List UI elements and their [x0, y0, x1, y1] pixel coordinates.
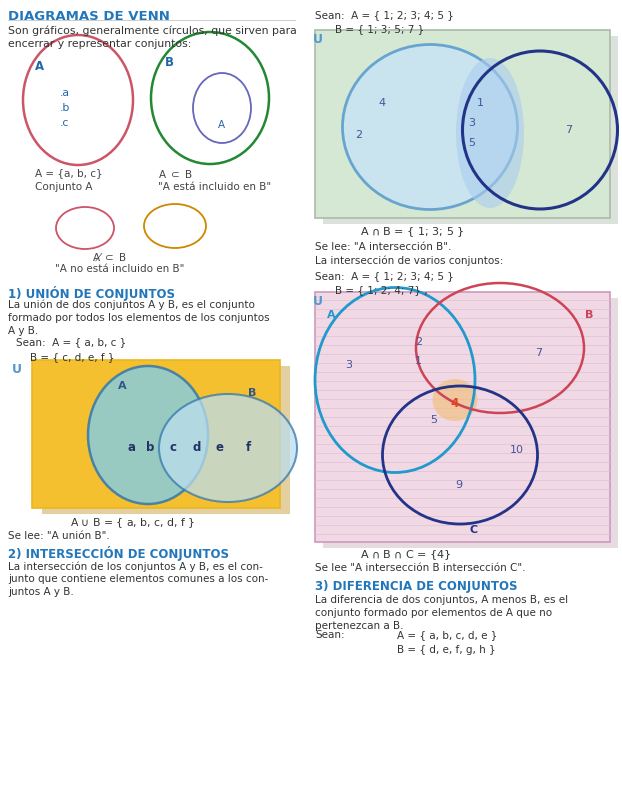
Text: 1: 1: [477, 98, 484, 108]
Text: Sean:  A = { a, b, c }: Sean: A = { a, b, c }: [16, 337, 126, 347]
Text: .c: .c: [60, 118, 70, 128]
Text: 2) INTERSECCIÓN DE CONJUNTOS: 2) INTERSECCIÓN DE CONJUNTOS: [8, 546, 229, 561]
Text: 9: 9: [455, 480, 462, 490]
Text: A $\cup$ B = { a, b, c, d, f }: A $\cup$ B = { a, b, c, d, f }: [70, 516, 195, 529]
Text: Son gráficos, generalmente círculos, que sirven para
encerrar y representar conj: Son gráficos, generalmente círculos, que…: [8, 26, 297, 49]
Text: La unión de dos conjuntos A y B, es el conjunto
formado por todos los elementos : La unión de dos conjuntos A y B, es el c…: [8, 300, 269, 336]
Text: 1: 1: [415, 356, 422, 366]
Text: A = { a, b, c, d, e }: A = { a, b, c, d, e }: [397, 630, 498, 640]
Text: 10: 10: [510, 445, 524, 455]
Text: DIAGRAMAS DE VENN: DIAGRAMAS DE VENN: [8, 10, 170, 23]
Text: 5: 5: [468, 138, 475, 148]
Text: c: c: [170, 441, 177, 454]
Text: B: B: [165, 56, 174, 69]
Text: B: B: [585, 310, 593, 320]
Text: Sean:: Sean:: [315, 630, 345, 640]
FancyBboxPatch shape: [32, 360, 280, 508]
Text: A $\cap$ B $\cap$ C = {4}: A $\cap$ B $\cap$ C = {4}: [360, 548, 452, 562]
Text: La intersección de varios conjuntos:: La intersección de varios conjuntos:: [315, 256, 503, 266]
Text: U: U: [12, 363, 22, 376]
Text: A: A: [35, 60, 44, 73]
Text: 4: 4: [450, 397, 458, 410]
FancyBboxPatch shape: [42, 366, 290, 514]
Ellipse shape: [159, 394, 297, 502]
Text: "A está incluido en B": "A está incluido en B": [158, 182, 271, 192]
Text: 7: 7: [565, 125, 572, 135]
Text: B: B: [248, 388, 256, 398]
Text: A $\subset$ B: A $\subset$ B: [158, 168, 193, 180]
FancyBboxPatch shape: [323, 36, 618, 224]
Ellipse shape: [343, 45, 518, 210]
Text: 4: 4: [378, 98, 385, 108]
Text: 1) UNIÓN DE CONJUNTOS: 1) UNIÓN DE CONJUNTOS: [8, 286, 175, 301]
Text: 3: 3: [345, 360, 352, 370]
Ellipse shape: [456, 58, 524, 208]
Text: Se lee "A intersección B intersección C".: Se lee "A intersección B intersección C"…: [315, 563, 526, 573]
Text: A $\not\subset$ B: A $\not\subset$ B: [92, 250, 127, 262]
Text: Sean:  A = { 1; 2; 3; 4; 5 }: Sean: A = { 1; 2; 3; 4; 5 }: [315, 10, 454, 20]
Text: Conjunto A: Conjunto A: [35, 182, 93, 192]
Text: U: U: [313, 295, 323, 308]
Text: B = { d, e, f, g, h }: B = { d, e, f, g, h }: [397, 645, 496, 655]
Text: A: A: [327, 310, 336, 320]
Text: e: e: [216, 441, 224, 454]
Text: 3: 3: [468, 118, 475, 128]
Text: 3) DIFERENCIA DE CONJUNTOS: 3) DIFERENCIA DE CONJUNTOS: [315, 580, 518, 593]
FancyBboxPatch shape: [323, 298, 618, 548]
Text: B = { c, d, e, f }: B = { c, d, e, f }: [30, 352, 114, 362]
Text: 2: 2: [415, 337, 422, 347]
Text: Sean:  A = { 1; 2; 3; 4; 5 }: Sean: A = { 1; 2; 3; 4; 5 }: [315, 271, 454, 281]
Text: .a: .a: [60, 88, 70, 98]
Text: 7: 7: [535, 348, 542, 358]
Text: C: C: [470, 525, 478, 535]
Ellipse shape: [88, 366, 208, 504]
Text: A: A: [218, 120, 225, 130]
Text: a: a: [128, 441, 136, 454]
Text: Se lee: "A unión B".: Se lee: "A unión B".: [8, 531, 109, 541]
Text: La diferencia de dos conjuntos, A menos B, es el
conjunto formado por elementos : La diferencia de dos conjuntos, A menos …: [315, 595, 568, 630]
Text: Se lee: "A intersección B".: Se lee: "A intersección B".: [315, 242, 452, 252]
Text: f: f: [245, 441, 251, 454]
Text: 5: 5: [430, 415, 437, 425]
FancyBboxPatch shape: [315, 292, 610, 542]
Text: A = {a, b, c}: A = {a, b, c}: [35, 168, 103, 178]
Text: A $\cap$ B = { 1; 3; 5 }: A $\cap$ B = { 1; 3; 5 }: [360, 225, 465, 238]
Ellipse shape: [432, 379, 478, 421]
Text: "A no está incluido en B": "A no está incluido en B": [55, 264, 184, 274]
Text: .b: .b: [60, 103, 70, 113]
Text: B = { 1; 2; 4; 7} ,: B = { 1; 2; 4; 7} ,: [335, 285, 428, 295]
Text: d: d: [193, 441, 201, 454]
FancyBboxPatch shape: [315, 30, 610, 218]
Text: La intersección de los conjuntos A y B, es el con-
junto que contiene elementos : La intersección de los conjuntos A y B, …: [8, 561, 268, 597]
Text: U: U: [313, 33, 323, 46]
Text: B = { 1; 3; 5; 7 }: B = { 1; 3; 5; 7 }: [335, 24, 424, 34]
Text: 2: 2: [355, 130, 362, 140]
Text: b: b: [146, 441, 154, 454]
Text: A: A: [118, 381, 127, 391]
